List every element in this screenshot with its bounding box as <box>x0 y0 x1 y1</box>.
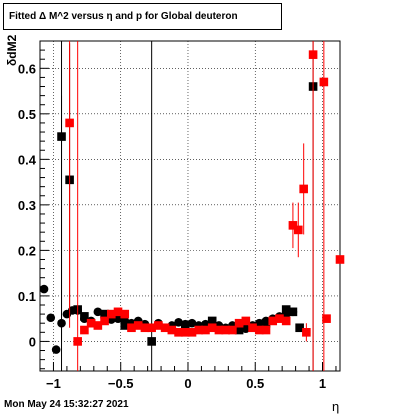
data-point-square <box>147 337 156 346</box>
y-tick-label: 0.1 <box>18 289 36 304</box>
data-point-square <box>86 318 96 328</box>
data-point-square <box>174 328 183 337</box>
data-point-square <box>133 321 143 330</box>
data-point-square <box>234 318 244 328</box>
x-tick-label: 0 <box>184 376 191 391</box>
grid-lines <box>40 41 340 371</box>
data-point-square <box>214 325 224 335</box>
timestamp: Mon May 24 15:32:27 2021 <box>4 399 129 410</box>
data-point-square <box>268 316 278 326</box>
data-point-square <box>248 323 257 333</box>
data-point-square <box>302 328 311 337</box>
data-point-square <box>167 325 177 335</box>
data-point-square <box>180 328 190 337</box>
data-point-square <box>187 328 197 337</box>
data-point-square <box>261 318 271 328</box>
data-point-square <box>127 323 136 333</box>
data-point-square <box>140 323 150 333</box>
data-point-square <box>113 307 123 317</box>
data-point-circle <box>241 324 251 333</box>
x-tick-label: 0.5 <box>246 376 264 391</box>
data-point-square <box>57 132 66 141</box>
data-point-square <box>100 316 109 326</box>
data-point-circle <box>51 345 61 354</box>
chart-title: Fitted Δ M^2 versus η and p for Global d… <box>3 3 282 30</box>
data-point-square <box>288 307 298 317</box>
data-point-square <box>288 221 298 230</box>
data-point-square <box>254 325 264 335</box>
data-point-circle <box>46 313 56 323</box>
data-point-square <box>295 323 304 333</box>
data-point-square <box>120 321 130 330</box>
data-point-square <box>299 184 308 194</box>
data-point-square <box>241 316 251 326</box>
y-axis-label: δdM2 <box>5 34 19 66</box>
data-point-square <box>293 225 303 235</box>
x-tick-label: −1 <box>46 376 61 391</box>
data-point-square <box>308 50 318 59</box>
data-point-square <box>80 325 89 335</box>
data-point-square <box>147 323 156 333</box>
y-tick-label: 0.4 <box>18 152 37 167</box>
data-marks <box>39 41 345 371</box>
data-point-circle <box>174 317 183 327</box>
data-point-square <box>93 321 103 330</box>
data-point-square <box>201 325 210 335</box>
data-point-square <box>194 325 204 335</box>
data-point-square <box>275 314 284 323</box>
data-point-square <box>221 325 230 335</box>
data-point-square <box>154 321 163 330</box>
data-point-circle <box>254 318 264 328</box>
x-axis-label: η <box>332 399 339 414</box>
data-point-square <box>228 325 237 335</box>
y-tick-label: 0.3 <box>18 198 36 213</box>
data-point-square <box>261 325 271 335</box>
data-point-circle <box>187 318 197 328</box>
axis-ticks: −1 −0.5 0 0.5 1 0 0.1 0.2 0.3 0.4 0.5 0.6 <box>18 49 337 391</box>
data-point-square <box>65 118 74 128</box>
plot-frame <box>39 40 341 372</box>
y-tick-label: 0.5 <box>18 107 36 122</box>
y-tick-label: 0 <box>29 334 36 349</box>
data-point-square <box>160 323 170 333</box>
data-point-square <box>322 314 331 323</box>
x-tick-label: 1 <box>319 376 326 391</box>
data-point-square <box>107 309 116 319</box>
x-tick-label: −0.5 <box>108 376 134 391</box>
data-point-square <box>281 316 291 326</box>
data-point-circle <box>93 307 103 317</box>
data-point-square <box>335 255 345 264</box>
data-point-square <box>120 309 130 319</box>
data-point-square <box>281 305 291 314</box>
data-point-circle <box>113 314 123 323</box>
y-tick-label: 0.2 <box>18 243 36 258</box>
data-point-square <box>207 316 217 326</box>
data-point-square <box>319 77 329 87</box>
data-point-circle <box>39 284 49 294</box>
y-tick-label: 0.6 <box>18 61 36 76</box>
data-point-square <box>207 323 217 333</box>
data-point-square <box>234 325 244 335</box>
data-point-square <box>100 309 109 319</box>
data-point-square <box>73 337 82 346</box>
data-point-square <box>80 312 89 321</box>
data-point-square <box>180 321 190 330</box>
